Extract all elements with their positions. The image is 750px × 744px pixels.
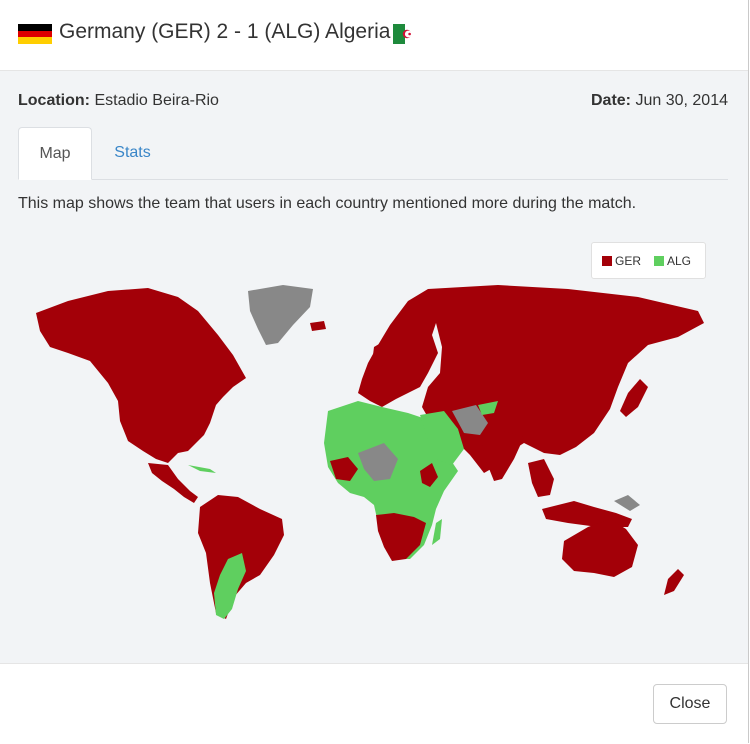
map-southeast-asia [528,459,554,497]
date-label: Date: [591,92,632,109]
location-label: Location: [18,92,90,109]
close-button[interactable]: Close [653,684,727,724]
map-north-america [36,288,246,463]
map-uk [372,341,388,369]
alg-swatch [654,256,664,266]
dialog-header: Germany (GER) 2 - 1 (ALG) Algeria [0,0,748,71]
map-australia [562,519,638,577]
map-new-zealand [664,569,684,595]
germany-flag-icon [18,24,52,44]
date-value: Jun 30, 2014 [635,92,728,109]
map-middle-east [420,411,464,465]
map-central-asia-gray [452,405,488,435]
map-iceland [310,321,326,331]
algeria-flag-icon [393,24,417,44]
map-russia-asia [422,285,704,473]
map-africa [324,401,458,559]
legend-item-alg: ALG [654,254,691,268]
ger-swatch [602,256,612,266]
map-madagascar [432,519,442,545]
tab-map[interactable]: Map [18,127,92,180]
map-legend: GER ALG [591,242,706,279]
dialog-title: Germany (GER) 2 - 1 (ALG) Algeria [59,20,391,43]
map-japan [620,379,648,417]
dialog-footer: Close [0,663,748,744]
map-southern-africa [376,513,426,561]
map-png [614,495,640,511]
map-indonesia [542,501,632,527]
legend-label-ger: GER [615,254,642,268]
map-description: This map shows the team that users in ea… [18,195,637,212]
legend-label-alg: ALG [667,254,692,268]
location-info: Location: Estadio Beira-Rio [18,92,219,110]
map-west-africa-red [330,457,358,481]
tab-bar: Map Stats [18,127,728,180]
map-caribbean [188,465,216,473]
map-argentina [214,553,246,619]
date-info: Date: Jun 30, 2014 [591,92,728,110]
location-value: Estadio Beira-Rio [94,92,219,109]
map-kazakh-green [478,401,498,415]
tab-stats[interactable]: Stats [114,144,151,161]
map-central-america [148,463,198,503]
world-map [36,285,704,619]
map-europe [358,289,442,407]
map-horn-red [420,463,438,487]
legend-item-ger: GER [602,254,641,268]
map-greenland [248,285,313,345]
dialog-body: Location: Estadio Beira-Rio Date: Jun 30… [0,71,748,663]
map-india [480,431,524,481]
map-sahara-gray [358,443,398,481]
